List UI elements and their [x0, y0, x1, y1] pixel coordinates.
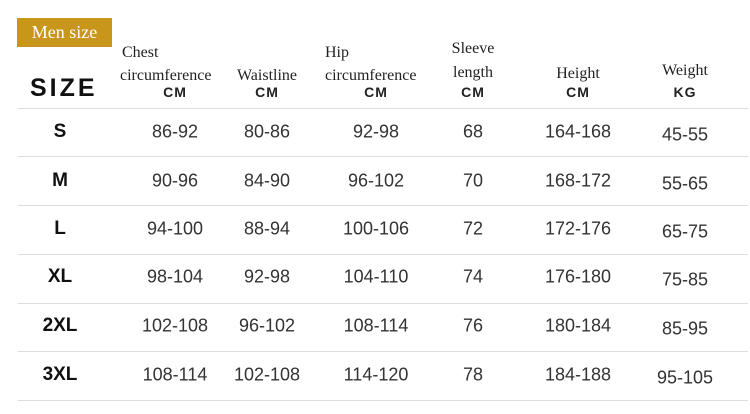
row-divider [18, 108, 748, 109]
column-header: Weight [662, 62, 708, 79]
value-cell: 92-98 [243, 266, 291, 287]
row-divider [18, 254, 748, 255]
value-cell: 80-86 [243, 121, 291, 142]
value-cell: 180-184 [544, 315, 612, 336]
column-header: Sleeve [451, 40, 495, 57]
value-cell: 172-176 [544, 218, 612, 239]
column-header: Waistline [236, 67, 298, 84]
value-cell: 55-65 [661, 173, 709, 194]
value-cell: 78 [462, 364, 484, 385]
value-cell: 65-75 [661, 221, 709, 242]
value-cell: 104-110 [343, 266, 409, 287]
value-cell: 84-90 [243, 170, 291, 191]
column-unit: CM [461, 84, 485, 100]
row-divider [18, 205, 748, 206]
column-header: Height [556, 65, 600, 82]
value-cell: 76 [462, 315, 484, 336]
size-cell: L [54, 218, 66, 239]
value-cell: 75-85 [661, 269, 709, 290]
value-cell: 70 [462, 170, 484, 191]
column-header: circumference [120, 67, 212, 84]
size-cell: XL [47, 266, 73, 287]
row-divider [18, 400, 748, 401]
badge: Men size [17, 18, 112, 47]
value-cell: 90-96 [151, 170, 199, 191]
column-header: length [453, 64, 493, 81]
value-cell: 164-168 [544, 121, 612, 142]
value-cell: 176-180 [544, 266, 612, 287]
value-cell: 96-102 [347, 170, 405, 191]
column-unit: CM [364, 84, 388, 100]
value-cell: 88-94 [243, 218, 291, 239]
column-header: circumference [325, 67, 417, 84]
column-unit: CM [566, 84, 590, 100]
value-cell: 96-102 [238, 315, 296, 336]
value-cell: 114-120 [343, 364, 409, 385]
value-cell: 68 [462, 121, 484, 142]
column-header: Hip [325, 44, 349, 61]
value-cell: 72 [462, 218, 484, 239]
column-unit: KG [673, 84, 697, 100]
value-cell: 86-92 [151, 121, 199, 142]
value-cell: 102-108 [233, 364, 301, 385]
value-cell: 168-172 [544, 170, 612, 191]
value-cell: 95-105 [656, 367, 714, 388]
value-cell: 98-104 [146, 266, 204, 287]
column-unit: CM [163, 84, 187, 100]
size-cell: 3XL [42, 364, 78, 385]
value-cell: 74 [462, 266, 484, 287]
column-header: Chest [122, 44, 159, 61]
value-cell: 92-98 [352, 121, 400, 142]
value-cell: 45-55 [661, 124, 709, 145]
row-divider [18, 156, 748, 157]
value-cell: 102-108 [141, 315, 209, 336]
row-divider [18, 351, 748, 352]
size-cell: M [52, 170, 68, 191]
value-cell: 108-114 [343, 315, 409, 336]
size-cell: S [53, 121, 67, 142]
value-cell: 100-106 [342, 218, 410, 239]
column-unit: CM [255, 84, 279, 100]
row-divider [18, 303, 748, 304]
value-cell: 108-114 [142, 364, 208, 385]
value-cell: 85-95 [661, 318, 709, 339]
value-cell: 184-188 [544, 364, 612, 385]
size-cell: 2XL [42, 315, 78, 336]
value-cell: 94-100 [146, 218, 204, 239]
size-header: SIZE [30, 74, 98, 102]
